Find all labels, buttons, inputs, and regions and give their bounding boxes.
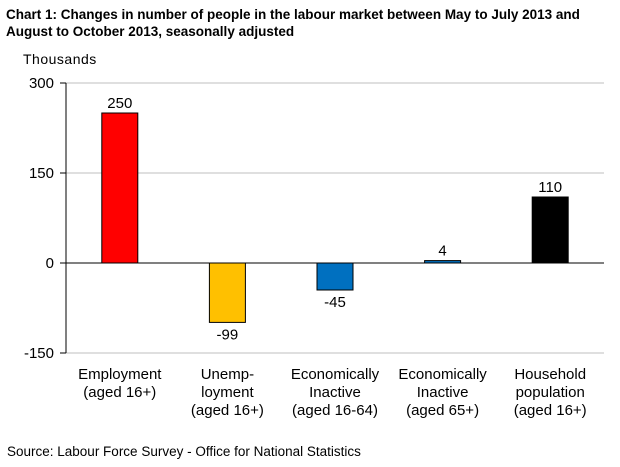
bar bbox=[208, 262, 246, 323]
gridlines bbox=[65, 82, 604, 354]
y-tick-label: -150 bbox=[24, 345, 54, 362]
data-label: 250 bbox=[107, 95, 132, 112]
bar bbox=[531, 196, 569, 264]
category-label: (aged 16-64) bbox=[292, 402, 378, 419]
category-labels: Employment(aged 16+)Unemp-loyment(aged 1… bbox=[78, 366, 587, 419]
y-tick-label: 150 bbox=[29, 165, 54, 182]
category-label: Inactive bbox=[309, 384, 361, 401]
category-label: (aged 65+) bbox=[406, 402, 479, 419]
y-axis-unit-label: Thousands bbox=[23, 51, 97, 67]
bar bbox=[316, 262, 354, 291]
data-label: -99 bbox=[217, 326, 239, 343]
bars bbox=[101, 112, 569, 323]
y-axis-ticks: 300 150 0 -150 bbox=[24, 75, 66, 362]
source-note: Source: Labour Force Survey - Office for… bbox=[7, 444, 361, 459]
category-label: Employment bbox=[78, 366, 162, 383]
data-label: 110 bbox=[538, 179, 562, 196]
y-tick-label: 0 bbox=[46, 255, 54, 272]
data-labels: 250 -99 -45 4 110 bbox=[107, 95, 562, 343]
category-label: population bbox=[516, 384, 585, 401]
category-label: Economically bbox=[291, 366, 380, 383]
category-label: loyment bbox=[201, 384, 254, 401]
category-label: Unemp- bbox=[201, 366, 254, 383]
category-label: (aged 16+) bbox=[514, 402, 587, 419]
bar bbox=[101, 112, 139, 264]
y-tick-label: 300 bbox=[29, 75, 54, 92]
chart-title: Chart 1: Changes in number of people in … bbox=[6, 7, 580, 39]
category-label: (aged 16+) bbox=[83, 384, 156, 401]
category-label: Inactive bbox=[417, 384, 469, 401]
category-label: Economically bbox=[398, 366, 487, 383]
category-label: Household bbox=[514, 366, 586, 383]
data-label: -45 bbox=[324, 294, 346, 311]
category-label: (aged 16+) bbox=[191, 402, 264, 419]
bar bbox=[424, 260, 462, 264]
data-label: 4 bbox=[438, 243, 446, 260]
